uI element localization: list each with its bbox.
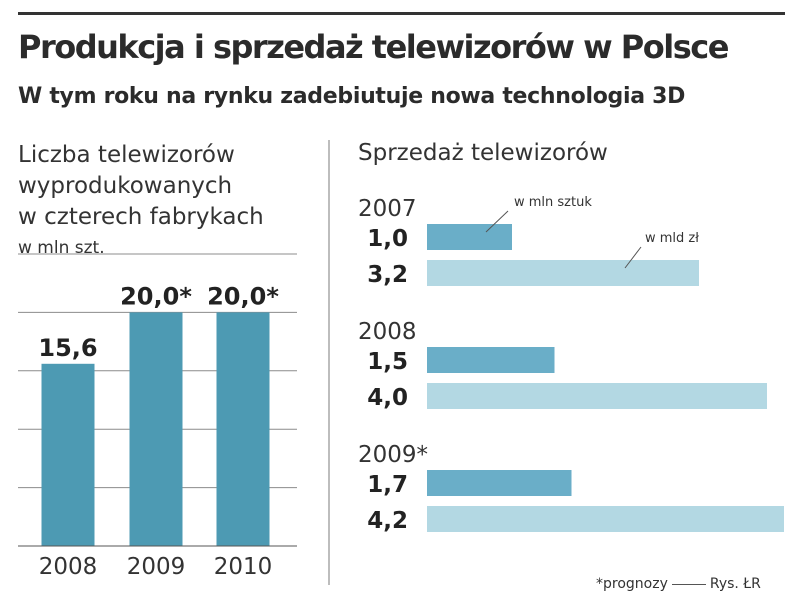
- page-title: Produkcja i sprzedaż telewizorów w Polsc…: [18, 28, 729, 66]
- footnote-rule: [671, 583, 706, 585]
- production-bar-2009: [129, 312, 183, 546]
- production-chart-title: Liczba telewizorów wyprodukowanych w czt…: [18, 140, 264, 233]
- sales-year-label-1: 2008: [358, 319, 417, 345]
- sales-year-label-0: 2007: [358, 196, 417, 222]
- sales-units-value-2: 1,7: [367, 472, 408, 498]
- sales-units-value-0: 1,0: [367, 226, 408, 252]
- production-unit-label: w mln szt.: [18, 238, 105, 258]
- sales-revenue-value-2: 4,2: [367, 508, 408, 534]
- production-value-label-2010: 20,0*: [207, 282, 279, 310]
- production-title-line-2: wyprodukowanych: [18, 173, 233, 199]
- sales-revenue-value-0: 3,2: [367, 262, 408, 288]
- sales-year-label-2: 2009*: [358, 442, 428, 468]
- production-bar-2008: [41, 363, 95, 546]
- production-value-label-2009: 20,0*: [120, 282, 192, 310]
- series-label-revenue: w mld zł: [645, 231, 699, 246]
- production-year-label-2009: 2009: [127, 554, 186, 580]
- series-pointer-units: [485, 210, 509, 233]
- sales-units-bar-0: [427, 224, 512, 250]
- sales-revenue-value-1: 4,0: [367, 385, 408, 411]
- sales-chart-title: Sprzedaż telewizorów: [358, 140, 608, 166]
- production-title-line-1: Liczba telewizorów: [18, 142, 235, 168]
- chart-divider: [328, 140, 330, 585]
- credit-text: Rys. ŁR: [709, 576, 761, 592]
- sales-revenue-bar-0: [427, 260, 699, 286]
- sales-revenue-bar-2: [427, 506, 784, 532]
- sales-units-bar-2: [427, 470, 572, 496]
- page-subtitle: W tym roku na rynku zadebiutuje nowa tec…: [18, 84, 686, 109]
- sales-units-value-1: 1,5: [367, 349, 408, 375]
- production-title-line-3: w czterech fabrykach: [18, 204, 264, 230]
- top-rule: [18, 12, 785, 15]
- production-value-label-2008: 15,6: [38, 334, 97, 362]
- production-year-label-2008: 2008: [39, 554, 98, 580]
- production-bar-2010: [216, 312, 270, 546]
- footnote-text: *prognozy: [596, 576, 668, 592]
- series-pointer-revenue: [624, 246, 642, 269]
- production-year-label-2010: 2010: [214, 554, 273, 580]
- sales-units-bar-1: [427, 347, 555, 373]
- footnote: *prognozy Rys. ŁR: [596, 576, 761, 592]
- sales-revenue-bar-1: [427, 383, 767, 409]
- series-label-units: w mln sztuk: [514, 195, 592, 210]
